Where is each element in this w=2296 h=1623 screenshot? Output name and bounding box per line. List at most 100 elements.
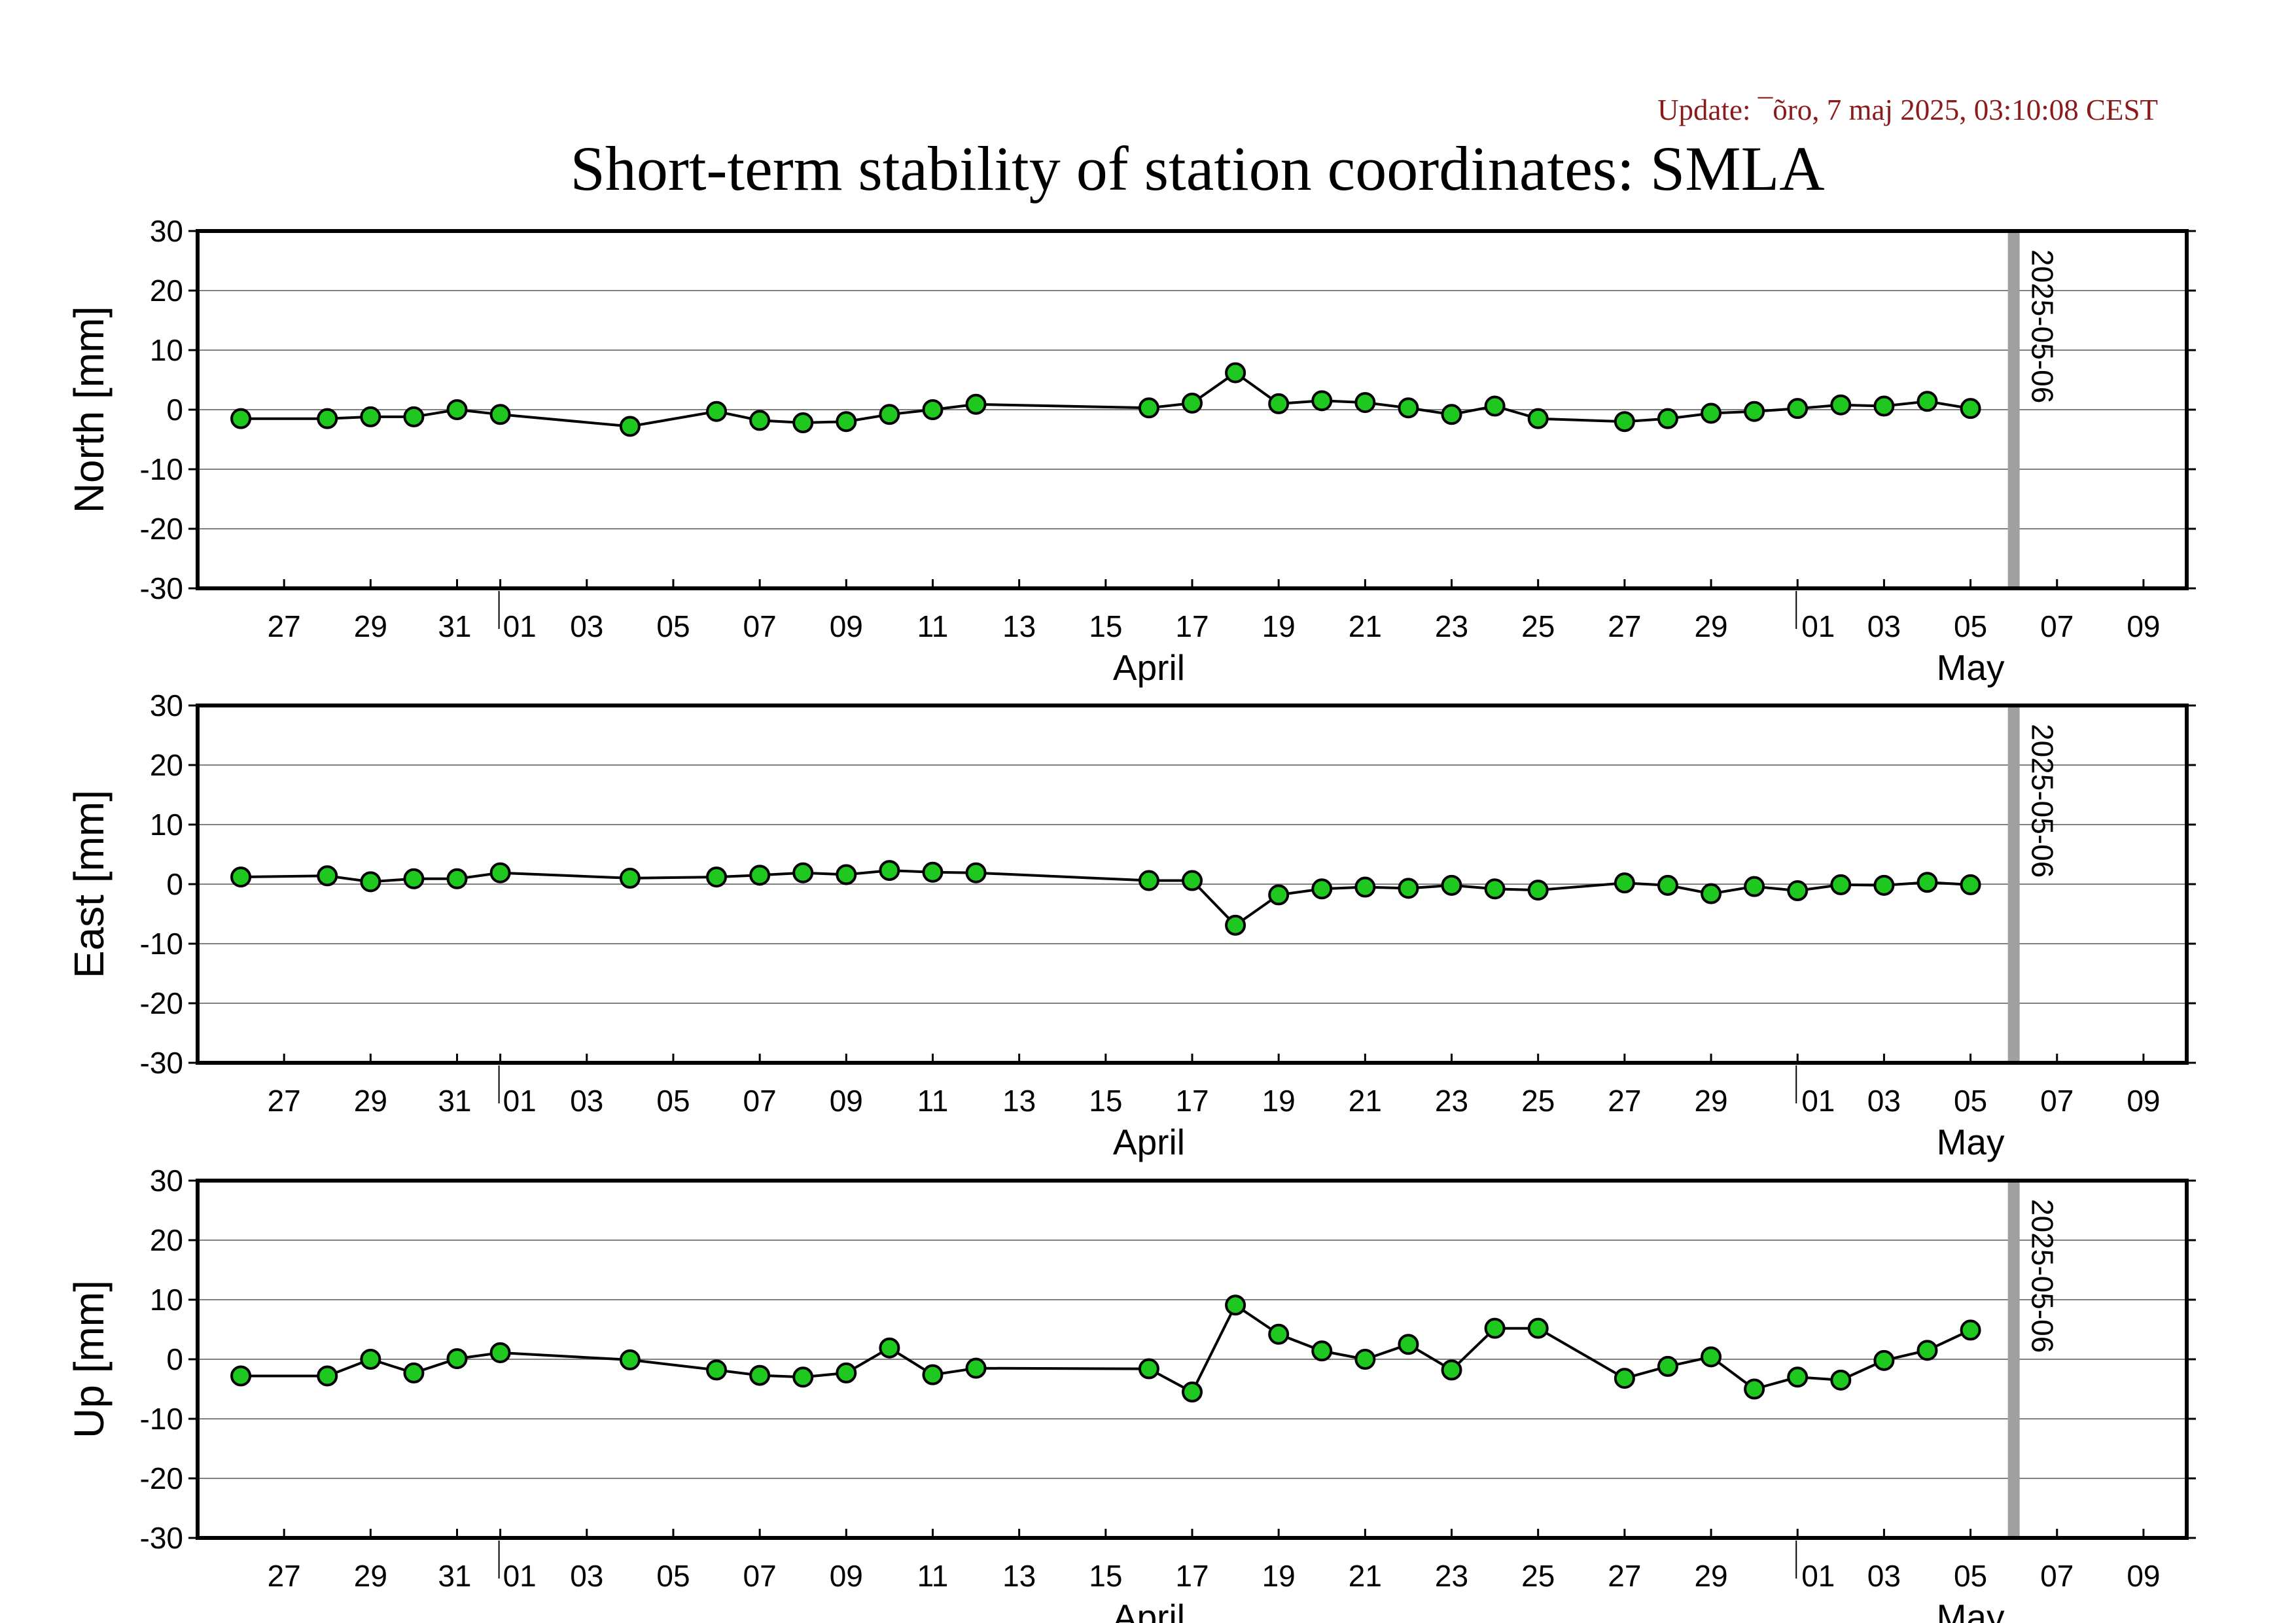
data-point xyxy=(1311,1340,1333,1362)
data-point xyxy=(1916,391,1938,412)
data-point xyxy=(489,404,511,425)
data-point xyxy=(230,408,252,429)
data-point xyxy=(965,1357,987,1379)
x-tick-label: 17 xyxy=(1175,1084,1209,1118)
x-tick-label: 03 xyxy=(1867,1084,1901,1118)
data-point xyxy=(1916,1340,1938,1361)
data-point xyxy=(1268,393,1290,414)
data-point xyxy=(749,865,771,886)
x-tick-label: 29 xyxy=(1694,1559,1727,1593)
x-tick-label: 11 xyxy=(917,1559,949,1593)
data-point xyxy=(1354,1349,1376,1370)
month-label: May xyxy=(1937,1597,2005,1623)
x-tick-label: 17 xyxy=(1175,1559,1209,1593)
data-point xyxy=(360,871,381,893)
data-point xyxy=(965,862,987,883)
data-point xyxy=(230,866,252,888)
data-point xyxy=(1225,914,1246,936)
x-tick-label: 21 xyxy=(1349,609,1382,643)
x-tick-label: 27 xyxy=(1608,1559,1641,1593)
data-point xyxy=(836,1362,857,1383)
data-point xyxy=(1138,397,1159,419)
data-point xyxy=(1225,1294,1246,1316)
data-point xyxy=(749,1364,771,1386)
data-point xyxy=(1441,1359,1462,1381)
data-point xyxy=(1960,874,1981,895)
x-tick-label: 11 xyxy=(917,609,949,643)
data-point xyxy=(922,1364,944,1385)
x-tick-label: 25 xyxy=(1521,1559,1555,1593)
data-point xyxy=(489,862,511,883)
y-tick-label: 0 xyxy=(166,867,183,901)
x-tick-label: 01 xyxy=(1801,1559,1835,1593)
data-point xyxy=(1787,880,1809,902)
data-point xyxy=(1354,876,1376,898)
data-point xyxy=(1657,1355,1678,1377)
x-tick-label: 07 xyxy=(743,1559,777,1593)
x-tick-label: 03 xyxy=(1867,1559,1901,1593)
x-tick-label: 05 xyxy=(656,1559,690,1593)
x-tick-label: 15 xyxy=(1089,1559,1122,1593)
y-tick-label: -30 xyxy=(140,571,183,605)
data-point xyxy=(1830,874,1852,895)
x-tick-label: 27 xyxy=(268,609,301,643)
x-tick-label: 09 xyxy=(2127,609,2160,643)
x-tick-label: 29 xyxy=(1694,609,1727,643)
x-tick-label: 01 xyxy=(1801,1084,1835,1118)
data-point xyxy=(1614,411,1635,433)
data-point xyxy=(1354,392,1376,414)
plot-frame xyxy=(196,229,2189,590)
data-point xyxy=(879,404,900,425)
data-point xyxy=(1873,874,1895,896)
data-point xyxy=(922,399,944,420)
x-tick-label: 03 xyxy=(1867,609,1901,643)
y-tick-label: -10 xyxy=(140,1402,183,1436)
data-point xyxy=(1527,1317,1549,1339)
data-point xyxy=(317,1365,338,1387)
month-label: May xyxy=(1937,647,2005,688)
x-tick-label: 05 xyxy=(1954,1084,1987,1118)
x-tick-label: 11 xyxy=(917,1084,949,1118)
x-tick-label: 23 xyxy=(1435,609,1468,643)
data-point xyxy=(706,1359,728,1381)
data-point xyxy=(836,864,857,885)
data-point xyxy=(1182,1382,1203,1403)
data-point xyxy=(1744,876,1765,897)
current-date-label: 2025-05-06 xyxy=(2026,1199,2060,1353)
data-point xyxy=(360,1349,381,1370)
plot-frame xyxy=(196,704,2189,1065)
y-tick-label: -20 xyxy=(140,1461,183,1495)
data-point xyxy=(1225,362,1246,383)
data-point xyxy=(446,1348,468,1370)
data-point xyxy=(706,866,728,888)
data-point xyxy=(1441,404,1462,425)
y-tick-label: -30 xyxy=(140,1521,183,1555)
data-point xyxy=(1138,1358,1159,1380)
x-tick-label: 17 xyxy=(1175,609,1209,643)
x-tick-label: 03 xyxy=(570,609,603,643)
x-tick-label: 13 xyxy=(1002,609,1036,643)
data-point xyxy=(619,416,641,437)
data-point xyxy=(792,862,814,883)
data-point xyxy=(1701,402,1722,424)
data-point xyxy=(1701,1346,1722,1368)
data-point xyxy=(706,401,728,422)
x-tick-label: 19 xyxy=(1262,1559,1296,1593)
y-tick-label: 10 xyxy=(150,333,183,367)
x-tick-label: 29 xyxy=(354,1559,387,1593)
data-point xyxy=(1311,878,1333,900)
data-point xyxy=(403,406,425,427)
y-tick-label: 10 xyxy=(150,808,183,842)
data-point xyxy=(965,393,987,415)
x-tick-label: 03 xyxy=(570,1559,603,1593)
data-point xyxy=(1527,408,1549,429)
data-point xyxy=(1960,398,1981,419)
month-label: April xyxy=(1113,1597,1185,1623)
x-tick-label: 09 xyxy=(830,609,863,643)
y-tick-label: 10 xyxy=(150,1283,183,1317)
x-tick-label: 01 xyxy=(503,1559,537,1593)
data-point xyxy=(446,868,468,889)
x-tick-label: 25 xyxy=(1521,1084,1555,1118)
y-tick-label: -10 xyxy=(140,452,183,486)
